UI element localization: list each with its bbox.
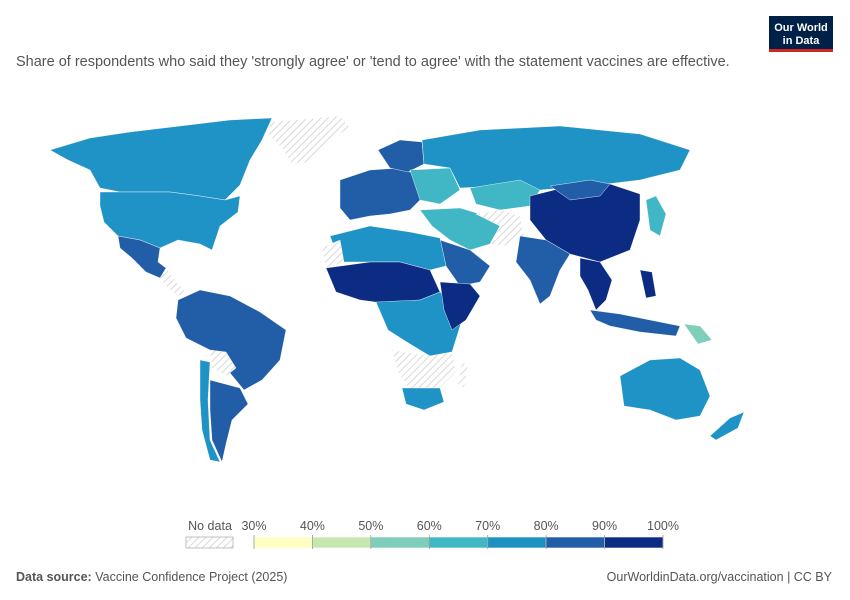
legend-tick-label: 50% bbox=[358, 519, 383, 533]
legend-swatch bbox=[370, 536, 430, 549]
source-text: Vaccine Confidence Project (2025) bbox=[95, 570, 287, 584]
logo-line[interactable]: in Data bbox=[783, 35, 821, 47]
legend-tick-label: 60% bbox=[417, 519, 442, 533]
legend-tick-label: 100% bbox=[647, 519, 679, 533]
no-data-label: No data bbox=[188, 519, 232, 533]
source: Data source: Vaccine Confidence Project … bbox=[16, 570, 287, 584]
footer-link[interactable]: OurWorldinData.org/vaccination | CC BY bbox=[607, 570, 833, 584]
legend-tick-label: 40% bbox=[300, 519, 325, 533]
logo-box[interactable] bbox=[769, 16, 833, 50]
legend-tick-label: 30% bbox=[241, 519, 266, 533]
legend-swatch bbox=[545, 536, 605, 549]
legend-swatch bbox=[428, 536, 489, 549]
legend: No data 30% 40% 50% 60% 70% 80% 90% 100% bbox=[185, 519, 679, 549]
legend-swatch bbox=[487, 536, 547, 549]
chart-title: Share of respondents who said they 'stro… bbox=[16, 54, 730, 70]
source-label: Data source: bbox=[16, 570, 92, 584]
logo[interactable]: Our World in Data bbox=[769, 16, 833, 52]
legend-swatch bbox=[604, 536, 664, 549]
world-map bbox=[49, 115, 745, 463]
legend-tick-label: 90% bbox=[592, 519, 617, 533]
legend-tick-label: 80% bbox=[534, 519, 559, 533]
logo-line[interactable]: Our World bbox=[774, 22, 828, 34]
legend-swatch bbox=[312, 536, 372, 549]
no-data-swatch bbox=[185, 536, 234, 549]
logo-underline bbox=[769, 49, 833, 52]
legend-swatch bbox=[253, 536, 313, 549]
legend-tick-label: 70% bbox=[475, 519, 500, 533]
